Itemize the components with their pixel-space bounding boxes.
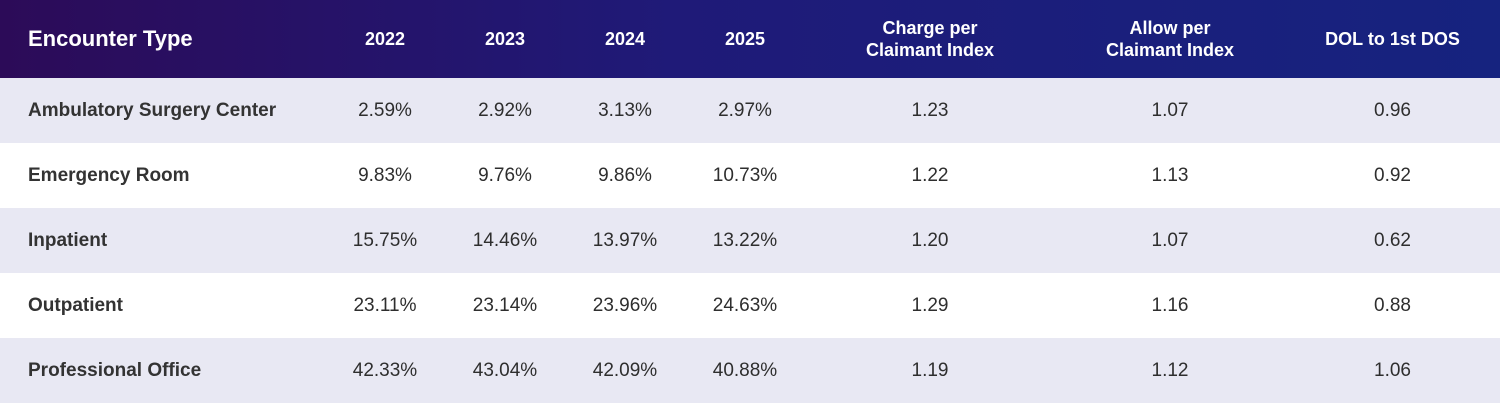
cell-2022: 15.75% (352, 229, 418, 251)
cell-allow-index: 1.13 (1151, 164, 1189, 186)
cell-2024: 13.97% (592, 229, 658, 251)
header-2024: 2024 (604, 29, 646, 49)
header-allow-line2: Claimant Index (1105, 40, 1235, 60)
cell-allow-index: 1.12 (1151, 359, 1189, 381)
cell-2023: 2.92% (478, 99, 532, 121)
cell-encounter-type: Inpatient (28, 229, 108, 251)
cell-allow-index: 1.07 (1151, 99, 1189, 121)
header-charge-line2: Claimant Index (865, 40, 995, 60)
cell-2022: 42.33% (352, 359, 418, 381)
table-header: Encounter Type 2022 2023 2024 2025 Charg… (0, 0, 1500, 78)
cell-2025: 40.88% (712, 359, 778, 381)
cell-2023: 9.76% (478, 164, 532, 186)
cell-dol: 1.06 (1374, 359, 1411, 381)
header-allow-per-claimant-index: Allow per Claimant Index (1055, 0, 1285, 78)
header-charge-per-claimant-index: Charge per Claimant Index (805, 0, 1055, 78)
table-body: Ambulatory Surgery Center 2.59% 2.92% 3.… (0, 78, 1500, 403)
table-row: Emergency Room 9.83% 9.76% 9.86% 10.73% … (0, 143, 1500, 208)
cell-2023: 43.04% (472, 359, 538, 381)
cell-charge-index: 1.19 (911, 359, 949, 381)
cell-2024: 23.96% (592, 294, 658, 316)
cell-charge-index: 1.20 (911, 229, 949, 251)
table-row: Inpatient 15.75% 14.46% 13.97% 13.22% 1.… (0, 208, 1500, 273)
cell-2022: 23.11% (353, 294, 417, 316)
header-2023: 2023 (484, 29, 526, 49)
cell-dol: 0.62 (1374, 229, 1411, 251)
cell-allow-index: 1.07 (1151, 229, 1189, 251)
table-row: Professional Office 42.33% 43.04% 42.09%… (0, 338, 1500, 403)
cell-allow-index: 1.16 (1151, 294, 1189, 316)
table-row: Ambulatory Surgery Center 2.59% 2.92% 3.… (0, 78, 1500, 143)
table-row: Outpatient 23.11% 23.14% 23.96% 24.63% 1… (0, 273, 1500, 338)
cell-encounter-type: Outpatient (28, 294, 123, 316)
header-allow-line1: Allow per (1129, 18, 1211, 38)
cell-2024: 42.09% (592, 359, 658, 381)
cell-encounter-type: Emergency Room (28, 164, 190, 186)
cell-2025: 13.22% (712, 229, 778, 251)
header-2025: 2025 (724, 29, 766, 49)
cell-2022: 9.83% (358, 164, 412, 186)
cell-charge-index: 1.29 (911, 294, 949, 316)
cell-charge-index: 1.23 (911, 99, 949, 121)
cell-dol: 0.88 (1374, 294, 1411, 316)
cell-encounter-type: Ambulatory Surgery Center (28, 99, 277, 121)
cell-2024: 9.86% (598, 164, 652, 186)
header-2022: 2022 (364, 29, 406, 49)
header-row: Encounter Type 2022 2023 2024 2025 Charg… (0, 0, 1500, 78)
cell-2022: 2.59% (358, 99, 412, 121)
header-encounter-type: Encounter Type (28, 26, 193, 51)
header-dol-to-first-dos: DOL to 1st DOS (1325, 29, 1460, 49)
header-charge-line1: Charge per (882, 18, 978, 38)
cell-2024: 3.13% (598, 99, 652, 121)
cell-dol: 0.96 (1374, 99, 1411, 121)
cell-2023: 23.14% (472, 294, 538, 316)
cell-encounter-type: Professional Office (28, 359, 202, 381)
cell-2025: 2.97% (718, 99, 772, 121)
cell-dol: 0.92 (1374, 164, 1411, 186)
cell-2023: 14.46% (472, 229, 538, 251)
cell-2025: 10.73% (712, 164, 778, 186)
cell-2025: 24.63% (712, 294, 778, 316)
cell-charge-index: 1.22 (911, 164, 949, 186)
